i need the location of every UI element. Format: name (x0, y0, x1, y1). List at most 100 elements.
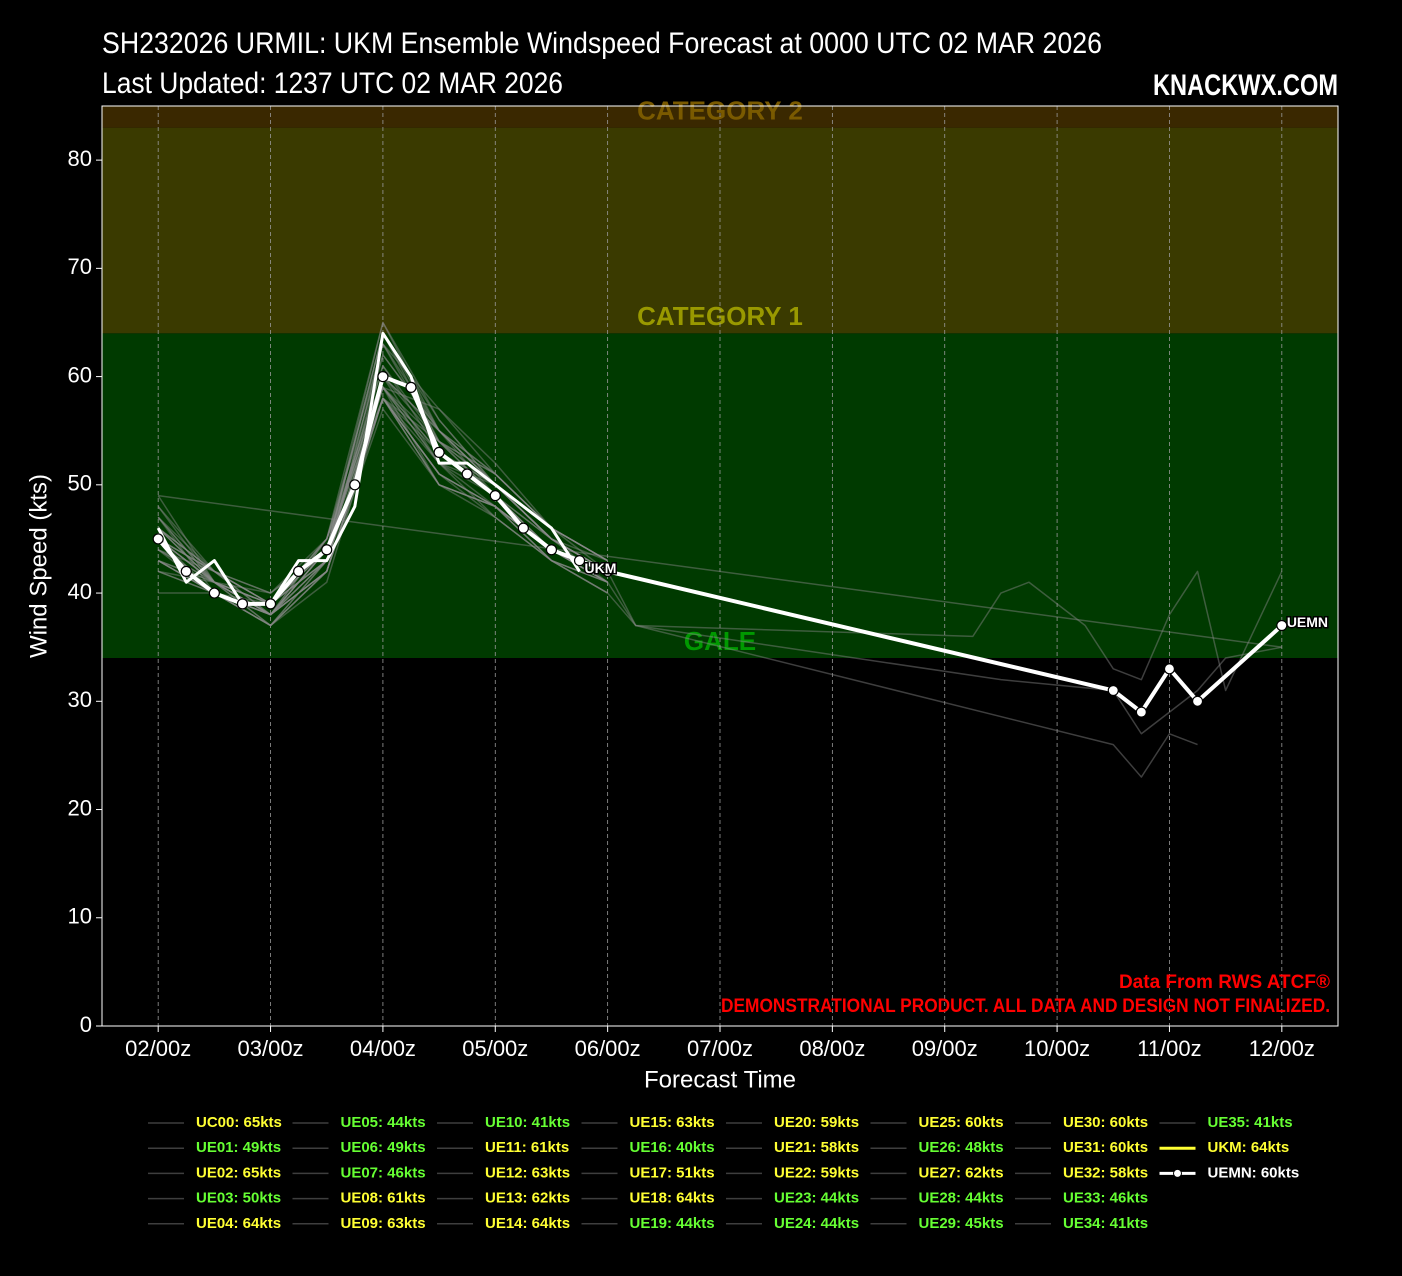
legend-label: UE01: 49kts (196, 1139, 281, 1156)
series-line (156, 331, 581, 606)
series-line (157, 397, 609, 627)
series-line (157, 386, 609, 594)
chart-subtitle: Last Updated: 1237 UTC 02 MAR 2026 (102, 67, 563, 100)
x-tick-label: 05/00z (462, 1036, 528, 1061)
x-tick-label: 04/00z (350, 1036, 416, 1061)
legend-label: UE04: 64kts (196, 1215, 281, 1232)
series-line (156, 374, 1284, 715)
y-tick-label: 50 (68, 471, 92, 496)
series-line (158, 386, 608, 616)
series-line (158, 397, 609, 627)
legend-label: UE08: 61kts (341, 1190, 426, 1207)
x-tick-label: 07/00z (687, 1036, 753, 1061)
series-line (157, 397, 609, 594)
band (102, 127, 1338, 334)
point (321, 544, 333, 556)
legend-label: UE25: 60kts (919, 1114, 1004, 1131)
x-tick-label: 03/00z (238, 1036, 304, 1061)
legend-label: UE28: 44kts (919, 1190, 1004, 1207)
plot (152, 321, 1288, 778)
y-tick-label: 80 (68, 146, 92, 171)
series-line (157, 386, 609, 605)
series-line (157, 365, 609, 594)
point (1163, 663, 1176, 675)
series-end-label: UEMN (1287, 614, 1328, 630)
legend-label: UE05: 44kts (341, 1114, 426, 1131)
y-tick-label: 40 (68, 579, 92, 604)
series-line (157, 343, 609, 605)
legend-label: UC00: 65kts (196, 1114, 282, 1131)
legend-label: UE33: 46kts (1063, 1190, 1148, 1207)
legend-label: UEMN: 60kts (1208, 1164, 1300, 1181)
point (377, 370, 389, 383)
legend-label: UE14: 64kts (485, 1215, 570, 1232)
point (236, 598, 249, 610)
y-tick-label: 60 (68, 362, 92, 387)
legend-label: UE15: 63kts (630, 1114, 715, 1131)
legend-label: UE06: 49kts (341, 1139, 426, 1156)
series-line (157, 408, 608, 627)
point (1191, 695, 1204, 707)
y-tick-label: 70 (68, 254, 92, 279)
legend-label: UE10: 41kts (485, 1114, 570, 1131)
legend-label: UE29: 45kts (919, 1215, 1004, 1232)
series-line (157, 397, 1282, 735)
series-line (157, 354, 609, 627)
legend-label: UE09: 63kts (341, 1215, 426, 1232)
point (293, 565, 305, 578)
point (349, 479, 361, 491)
series-end-label: UKM (585, 560, 617, 576)
plot-frame (101, 105, 1339, 1027)
legend-label: UE02: 65kts (196, 1164, 281, 1181)
y-tick-label: 10 (68, 904, 92, 929)
legend-label: UE03: 50kts (196, 1190, 281, 1207)
legend-label: UE27: 62kts (919, 1164, 1004, 1181)
legend-label: UE07: 46kts (341, 1164, 426, 1181)
x-axis-label: Forecast Time (644, 1066, 796, 1093)
point (152, 533, 164, 545)
point (405, 381, 417, 394)
point (1276, 619, 1288, 632)
annotation: DEMONSTRATIONAL PRODUCT. ALL DATA AND DE… (721, 996, 1330, 1017)
x-tick-label: 09/00z (912, 1036, 978, 1061)
series-line (157, 386, 1283, 692)
series-line (157, 386, 609, 605)
annotation: Data From RWS ATCF® (1119, 972, 1330, 993)
point (433, 446, 445, 458)
series-line (157, 343, 609, 616)
point (545, 544, 558, 556)
legend-label: UKM: 64kts (1208, 1139, 1290, 1156)
legend-label: UE35: 41kts (1208, 1114, 1293, 1131)
y-tick-label: 0 (80, 1012, 92, 1037)
legend-label: UE16: 40kts (630, 1139, 715, 1156)
legend-label: UE23: 44kts (774, 1190, 859, 1207)
legend-label: UE24: 44kts (774, 1215, 859, 1232)
legend-label: UE22: 59kts (774, 1164, 859, 1181)
point (1107, 684, 1119, 697)
y-axis-label: Wind Speed (kts) (25, 474, 52, 658)
x-tick-label: 11/00z (1137, 1036, 1201, 1061)
legend-marker (1173, 1168, 1182, 1178)
x-tick-label: 10/00z (1024, 1036, 1090, 1061)
legend-label: UE32: 58kts (1063, 1164, 1148, 1181)
legend-label: UE12: 63kts (485, 1164, 570, 1181)
point (180, 565, 192, 578)
y-tick-label: 20 (68, 795, 92, 820)
legend-label: UE17: 51kts (630, 1164, 715, 1181)
legend-label: UE34: 41kts (1063, 1215, 1148, 1232)
y-tick-label: 30 (68, 687, 92, 712)
brand: KNACKWX.COM (1153, 69, 1338, 102)
x-tick-label: 08/00z (799, 1036, 865, 1061)
legend-label: UE30: 60kts (1063, 1114, 1148, 1131)
point (602, 565, 614, 578)
legend-label: UE21: 58kts (774, 1139, 859, 1156)
series-line (157, 321, 609, 605)
point (573, 554, 586, 567)
point (208, 587, 220, 599)
x-tick-label: 06/00z (575, 1036, 641, 1061)
legend-label: UE13: 62kts (485, 1190, 570, 1207)
legend-label: UE11: 61kts (485, 1139, 569, 1156)
point (1135, 706, 1147, 718)
legend-label: UE18: 64kts (630, 1190, 715, 1207)
x-tick-label: 02/00z (125, 1036, 191, 1061)
